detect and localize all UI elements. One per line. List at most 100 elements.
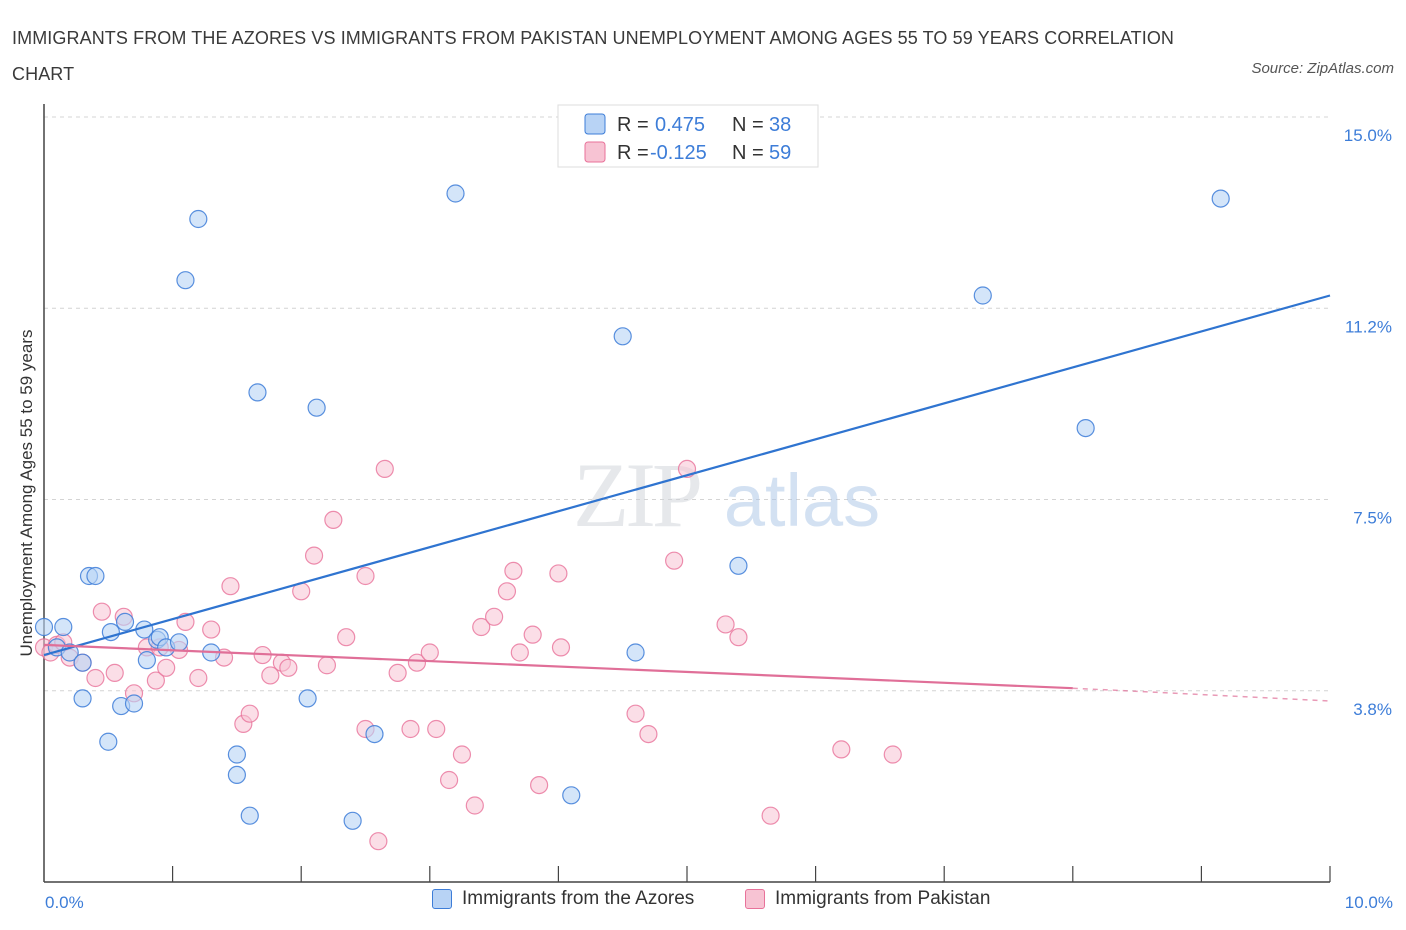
bottom-legend-item-pakistan: Immigrants from Pakistan xyxy=(745,888,990,910)
legend-r-value-1: 0.475 xyxy=(655,114,705,136)
azores-point-8 xyxy=(99,732,118,751)
azores-point-18 xyxy=(169,633,189,652)
azores-point-24 xyxy=(240,806,259,825)
pakistan-point-14 xyxy=(157,658,176,677)
trend-lines xyxy=(43,294,1331,702)
legend-swatch-azores xyxy=(432,889,452,909)
azores-point-19 xyxy=(176,271,195,290)
pakistan-point-46 xyxy=(504,561,523,581)
y-tick-label-3: 15.0% xyxy=(1344,126,1392,145)
azores-point-23 xyxy=(227,765,246,785)
pakistan-point-45 xyxy=(497,582,517,601)
azores-point-4 xyxy=(73,653,92,672)
azores-point-37 xyxy=(1211,189,1230,208)
pakistan-point-51 xyxy=(551,638,571,657)
pakistan-point-58 xyxy=(761,806,780,825)
legend-box: R = 0.475 N = 38 R = -0.125 N = 59 xyxy=(557,104,819,168)
pakistan-point-18 xyxy=(202,620,221,639)
pakistan-point-37 xyxy=(407,653,427,672)
pakistan-point-54 xyxy=(665,551,684,570)
azores-point-9 xyxy=(101,622,120,642)
pakistan-point-38 xyxy=(420,643,439,662)
azores-point-22 xyxy=(227,745,246,764)
azores-point-11 xyxy=(115,612,135,632)
source-label: Source: ZipAtlas.com xyxy=(1251,60,1394,77)
bottom-legend-label-pakistan: Immigrants from Pakistan xyxy=(775,888,991,909)
legend-n-value-2: 59 xyxy=(769,142,791,164)
pakistan-point-22 xyxy=(240,704,259,723)
bottom-legend-item-azores: Immigrants from the Azores xyxy=(432,888,694,910)
watermark-atlas: atlas xyxy=(724,459,880,542)
y-tick-label-0: 3.8% xyxy=(1353,700,1392,719)
legend-n-label-1: N = xyxy=(732,114,764,136)
watermark: ZIP atlas xyxy=(573,444,880,546)
bottom-legend: Immigrants from the Azores Immigrants fr… xyxy=(0,888,1406,918)
legend-n-value-1: 38 xyxy=(769,114,791,136)
pakistan-point-26 xyxy=(279,658,298,677)
x-ticks xyxy=(172,866,1331,882)
pakistan-point-50 xyxy=(549,564,568,583)
x-tick-labels: 0.0% 10.0% xyxy=(45,893,1393,912)
azores-point-29 xyxy=(365,724,384,744)
bottom-legend-label-azores: Immigrants from the Azores xyxy=(462,888,695,909)
pakistan-trend-line xyxy=(43,643,1073,690)
pakistan-point-6 xyxy=(86,668,105,688)
y-axis-title: Unemployment Among Ages 55 to 59 years xyxy=(17,330,36,657)
pakistan-point-7 xyxy=(92,602,111,621)
azores-point-32 xyxy=(613,327,632,346)
azores-point-26 xyxy=(298,689,317,708)
pakistan-point-30 xyxy=(324,510,343,530)
pakistan-point-39 xyxy=(427,719,446,739)
gridlines xyxy=(44,116,1330,692)
pakistan-point-12 xyxy=(146,671,165,690)
azores-point-33 xyxy=(626,643,645,662)
pakistan-point-47 xyxy=(510,643,529,662)
azores-point-31 xyxy=(562,786,581,805)
pakistan-point-53 xyxy=(639,724,658,744)
pakistan-point-8 xyxy=(105,663,124,683)
pakistan-point-43 xyxy=(472,617,491,637)
azores-point-27 xyxy=(307,398,326,417)
pakistan-point-20 xyxy=(221,577,240,596)
pakistan-point-28 xyxy=(304,546,324,565)
legend-r-label-1: R = xyxy=(617,114,649,136)
azores-point-28 xyxy=(343,811,362,830)
pakistan-point-44 xyxy=(485,607,504,626)
y-tick-label-2: 11.2% xyxy=(1345,317,1392,336)
pakistan-point-32 xyxy=(356,566,375,586)
azores-point-30 xyxy=(446,184,465,203)
legend-swatch-blue xyxy=(584,113,606,135)
y-tick-label-1: 7.5% xyxy=(1353,509,1392,528)
azores-point-34 xyxy=(729,556,748,575)
pakistan-point-59 xyxy=(832,740,851,759)
watermark-zip: ZIP xyxy=(573,444,700,546)
pakistan-point-34 xyxy=(375,459,394,478)
azores-point-25 xyxy=(248,383,267,402)
pakistan-point-36 xyxy=(401,719,420,739)
pakistan-point-61 xyxy=(369,832,388,851)
pakistan-point-60 xyxy=(883,745,902,764)
pakistan-point-52 xyxy=(626,704,645,723)
y-tick-labels: 3.8% 7.5% 11.2% 15.0% xyxy=(1344,126,1392,719)
chart-title: IMMIGRANTS FROM THE AZORES VS IMMIGRANTS… xyxy=(12,28,1175,84)
x-tick-label-1: 10.0% xyxy=(1345,893,1393,912)
legend-swatch-pakistan xyxy=(745,889,765,909)
legend-r-value-2: -0.125 xyxy=(650,142,707,164)
pakistan-point-41 xyxy=(452,745,472,764)
legend-n-label-2: N = xyxy=(732,142,764,164)
pakistan-point-42 xyxy=(465,796,484,815)
azores-point-20 xyxy=(189,209,208,229)
pakistan-point-48 xyxy=(523,625,542,644)
azores-point-7 xyxy=(86,566,105,586)
pakistan-point-31 xyxy=(337,628,356,647)
legend-r-label-2: R = xyxy=(617,142,649,164)
azores-point-12 xyxy=(124,694,144,713)
pakistan-point-17 xyxy=(189,668,208,688)
azores-point-36 xyxy=(1076,419,1095,438)
pakistan-point-56 xyxy=(716,615,735,634)
pakistan-point-40 xyxy=(439,770,459,790)
pakistan-point-29 xyxy=(317,656,337,675)
legend-swatch-pink xyxy=(584,141,606,163)
pakistan-point-57 xyxy=(729,628,748,647)
